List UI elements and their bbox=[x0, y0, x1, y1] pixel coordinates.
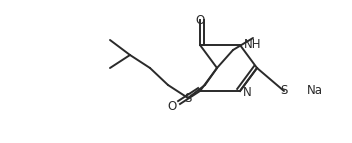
Text: NH: NH bbox=[244, 38, 262, 51]
Text: O: O bbox=[167, 100, 177, 113]
Text: N: N bbox=[243, 86, 252, 99]
Text: S: S bbox=[184, 92, 192, 105]
Text: O: O bbox=[195, 13, 205, 26]
Text: S: S bbox=[280, 85, 288, 98]
Text: Na: Na bbox=[307, 85, 323, 98]
